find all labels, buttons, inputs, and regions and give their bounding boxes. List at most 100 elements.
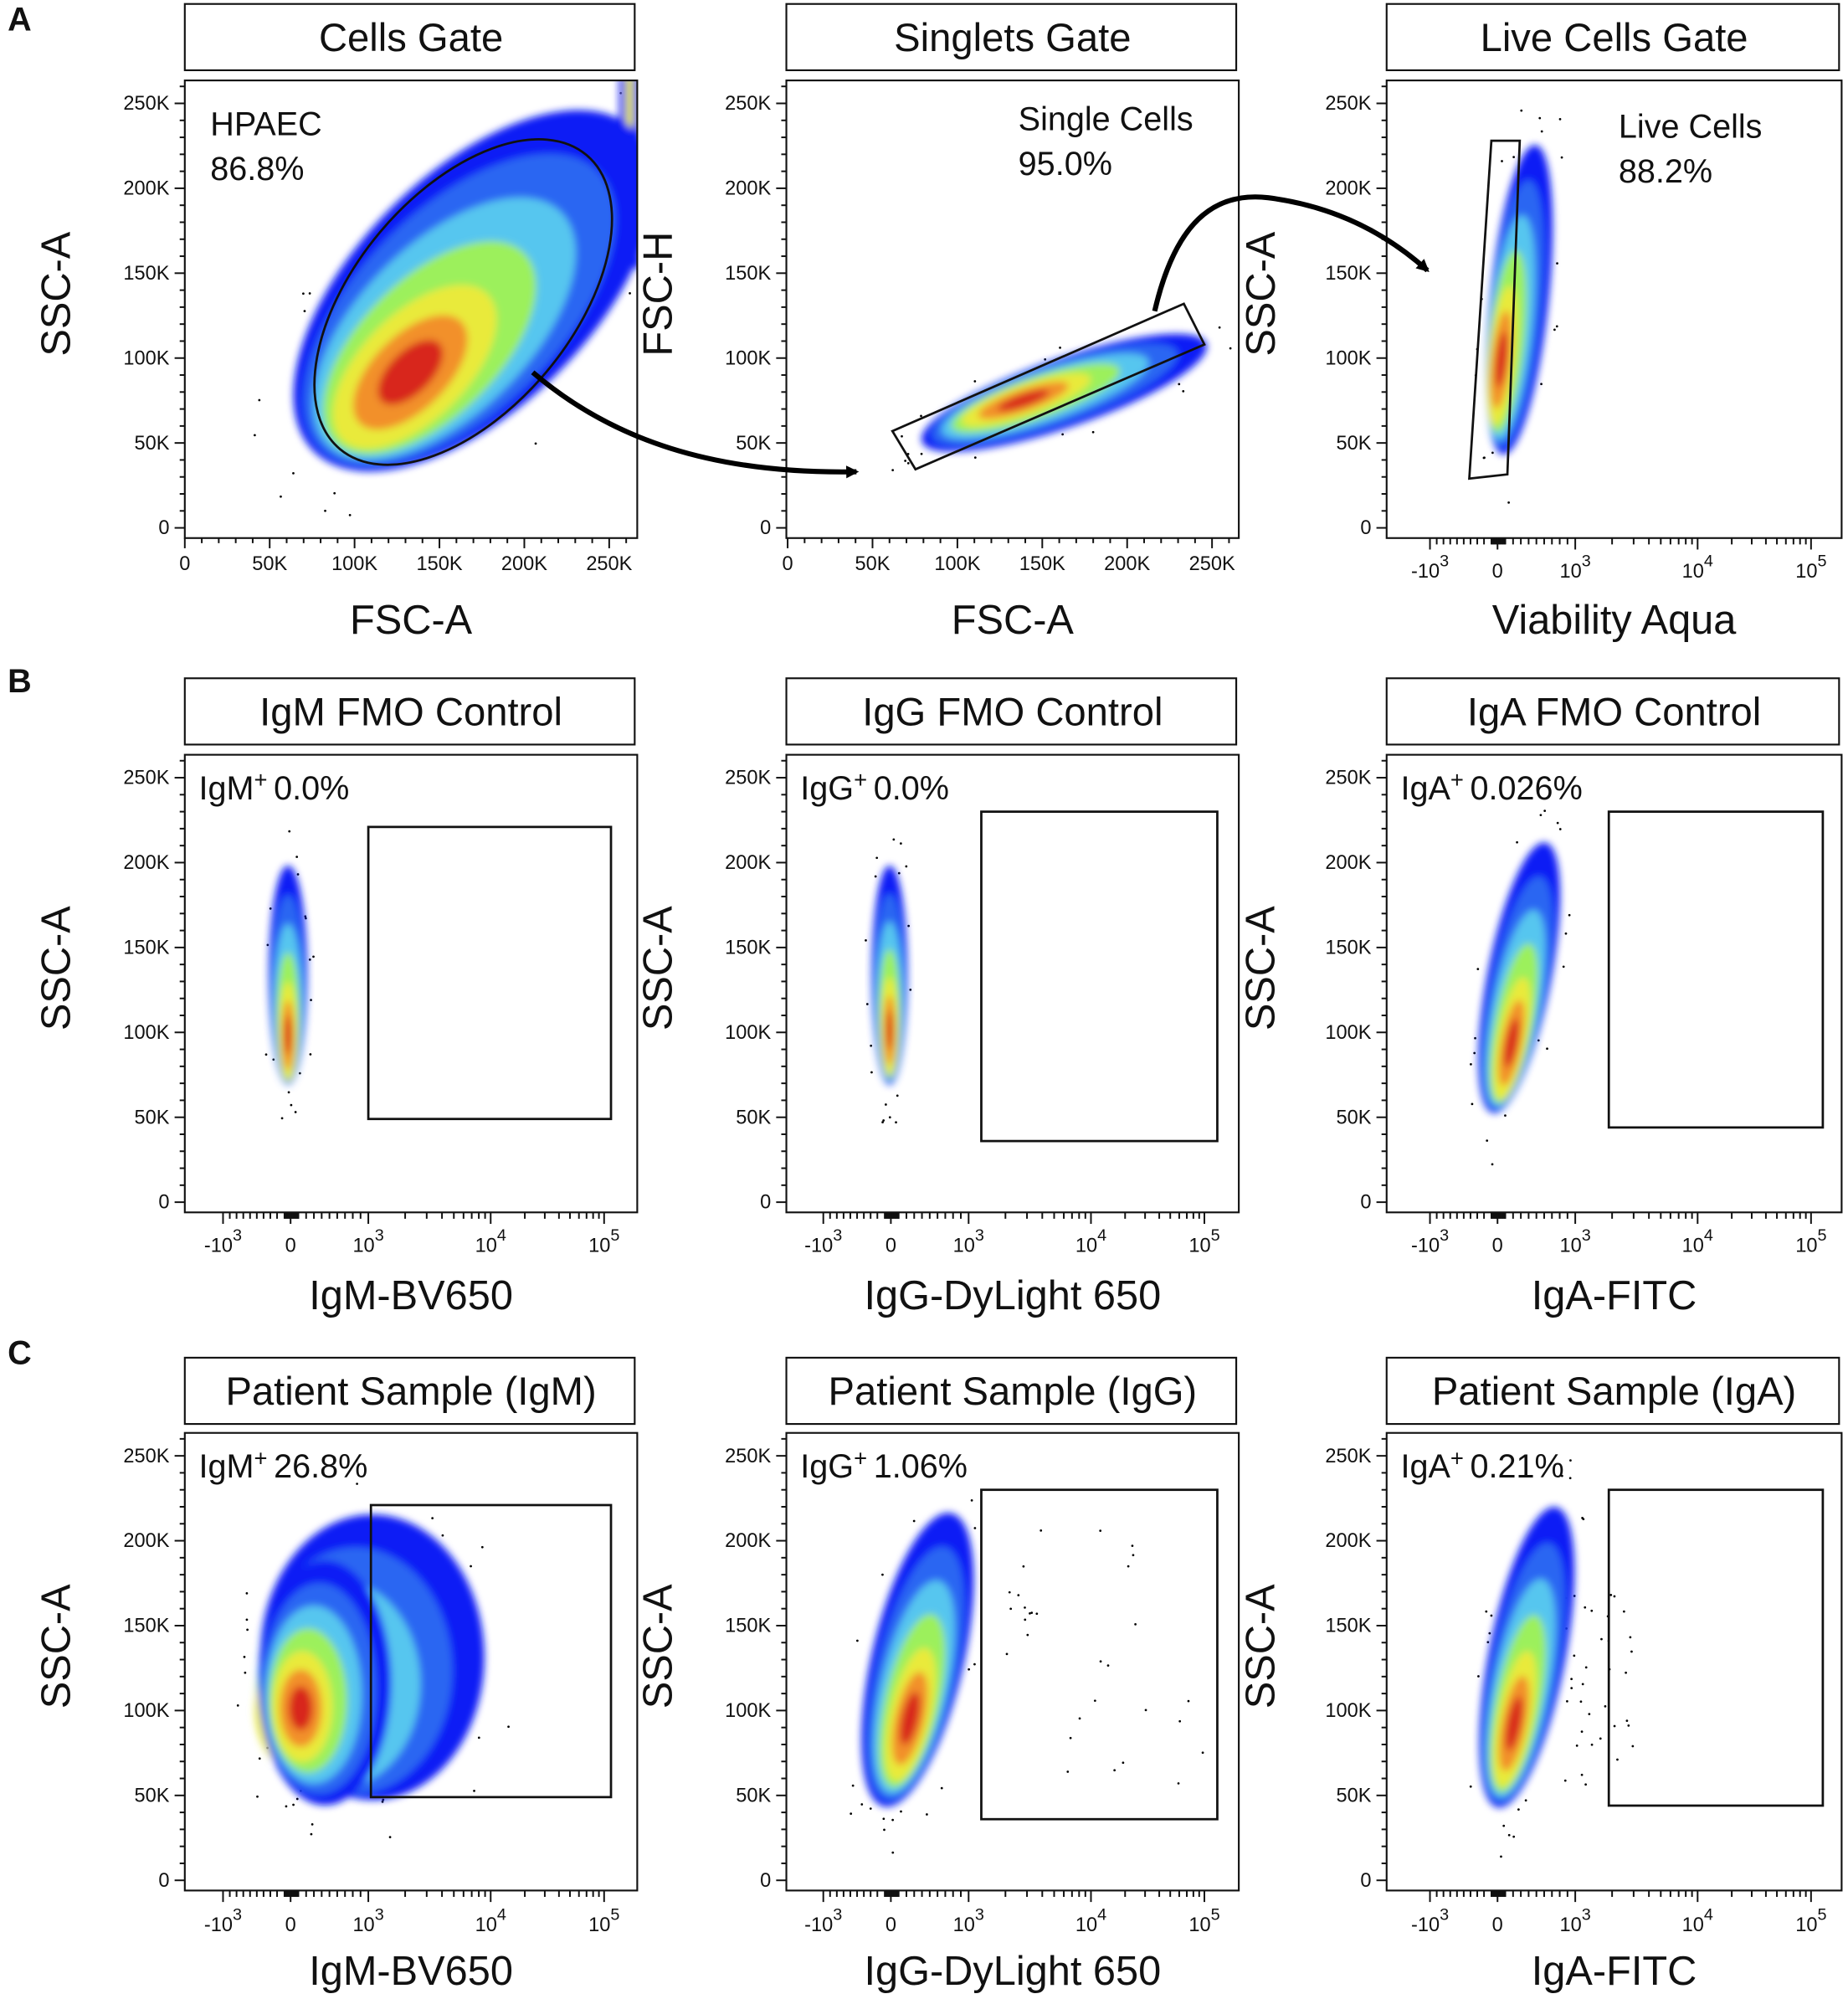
y-tick-label: 50K xyxy=(736,433,771,455)
event-dot xyxy=(333,491,336,495)
x-axis-label: Viability Aqua xyxy=(1492,598,1738,643)
x-tick-label: 103 xyxy=(1559,552,1590,583)
event-dot xyxy=(1485,1610,1488,1613)
gate-rectangle xyxy=(1607,1488,1825,1807)
event-dot xyxy=(1588,1713,1591,1715)
event-dot xyxy=(1500,1855,1502,1858)
event-dot xyxy=(258,1757,261,1760)
event-dot xyxy=(1561,1474,1563,1477)
event-dot xyxy=(1520,109,1523,112)
event-dot xyxy=(1201,1751,1204,1755)
event-dot xyxy=(356,1483,358,1485)
event-dot xyxy=(860,1803,864,1806)
event-dot xyxy=(1568,1477,1572,1480)
plot-frame xyxy=(183,753,639,1214)
event-dot xyxy=(1543,809,1547,813)
event-dot xyxy=(900,1810,902,1813)
x-tick-exponent: 4 xyxy=(1704,552,1713,570)
plot-frame xyxy=(1385,753,1843,1214)
event-dot xyxy=(901,434,903,438)
event-dot xyxy=(1008,1590,1011,1594)
event-dot xyxy=(470,1565,472,1568)
event-dot xyxy=(266,943,270,947)
panel-title: Patient Sample (IgG) xyxy=(829,1369,1198,1414)
event-dot xyxy=(897,871,901,875)
event-dot xyxy=(968,1668,970,1671)
event-dot xyxy=(865,1003,869,1005)
event-dot xyxy=(865,939,867,942)
x-tick-exponent: 3 xyxy=(1440,1905,1449,1924)
arrow-cells-to-singlets xyxy=(531,370,860,479)
arrow-singlets-to-live xyxy=(1152,194,1430,312)
x-axis-label: FSC-A xyxy=(350,598,473,643)
y-axis-label: SSC-A xyxy=(1239,231,1284,356)
x-tick-exponent: 4 xyxy=(1704,1905,1713,1924)
event-dot xyxy=(1024,1618,1027,1621)
event-dot xyxy=(904,460,906,462)
gate-rectangle xyxy=(369,1503,613,1799)
event-dot xyxy=(1035,1612,1039,1616)
event-dot xyxy=(441,1534,444,1537)
panel-title: IgM FMO Control xyxy=(259,691,562,735)
event-dot xyxy=(906,462,910,465)
x-tick-base: 0 xyxy=(285,1236,296,1257)
x-tick-base: 10 xyxy=(1188,1236,1210,1257)
marker-positive-sup: + xyxy=(854,1445,867,1471)
x-axis-label: IgG-DyLight 650 xyxy=(864,1273,1161,1318)
event-dot xyxy=(244,1671,247,1674)
x-axis-label: IgG-DyLight 650 xyxy=(864,1949,1161,1994)
gate-annotation-line: HPAEC xyxy=(210,106,321,143)
event-dot xyxy=(245,1618,249,1621)
event-dot xyxy=(1556,821,1559,825)
x-tick-base: 0 xyxy=(1492,1914,1503,1936)
event-dot xyxy=(236,1704,239,1707)
y-tick-label: 0 xyxy=(158,1192,169,1214)
x-axis-label: IgM-BV650 xyxy=(309,1949,513,1994)
x-tick-base: 0 xyxy=(1492,1236,1503,1257)
gate-ellipse xyxy=(313,138,613,466)
y-axis-label: SSC-A xyxy=(1239,1584,1284,1709)
event-dot xyxy=(970,1499,973,1502)
event-dots xyxy=(850,1499,1204,1854)
event-dot xyxy=(308,958,311,961)
event-dot xyxy=(1131,1544,1134,1548)
y-tick-label: 250K xyxy=(1325,93,1371,115)
event-dot xyxy=(1569,1459,1572,1462)
y-tick-label: 100K xyxy=(123,1022,169,1044)
x-tick-base: 0 xyxy=(285,1914,296,1936)
y-tick-label: 50K xyxy=(736,1107,771,1128)
event-dots xyxy=(1470,809,1571,1166)
y-tick-label: 100K xyxy=(123,347,169,369)
event-dot xyxy=(288,830,291,833)
x-tick-label: 250K xyxy=(586,553,632,575)
event-dot xyxy=(1470,1063,1472,1066)
density-population xyxy=(1479,1507,1575,1808)
panel-a1: Cells Gate 0 50K 100K 150K 200K 250K 0 50K 100K 15… xyxy=(34,3,639,643)
event-dots xyxy=(891,326,1232,471)
panel-c3: Patient Sample (IgA) 0 50K 100K 150K 200K 250K… xyxy=(1239,1356,1843,1994)
event-dot xyxy=(1599,1737,1602,1740)
density-level xyxy=(1504,1018,1519,1067)
y-tick-label: 100K xyxy=(725,1700,771,1722)
event-dot xyxy=(850,1812,853,1816)
gate-annotation: IgA+ 0.21% xyxy=(1401,1445,1564,1485)
y-tick-label: 100K xyxy=(725,1022,771,1044)
gate-rectangle xyxy=(1607,810,1825,1129)
gate-percentage: 0.026% xyxy=(1471,770,1583,807)
event-dot xyxy=(480,1545,484,1549)
plot-frame xyxy=(1385,80,1843,539)
gate-annotation: IgG+ 1.06% xyxy=(800,1445,968,1485)
x-tick-exponent: 3 xyxy=(1440,1226,1449,1245)
x-tick-exponent: 5 xyxy=(1817,552,1826,570)
event-dot xyxy=(1029,1612,1031,1615)
event-dot xyxy=(1558,117,1562,121)
event-dot xyxy=(1502,1824,1506,1827)
x-tick-label: 105 xyxy=(1795,552,1826,583)
x-axis-label: IgA-FITC xyxy=(1532,1949,1697,1994)
gate-annotation: IgA+ 0.026% xyxy=(1401,767,1583,807)
density-population xyxy=(921,333,1207,452)
panel-title: Cells Gate xyxy=(319,16,503,60)
y-tick-label: 250K xyxy=(725,768,771,789)
